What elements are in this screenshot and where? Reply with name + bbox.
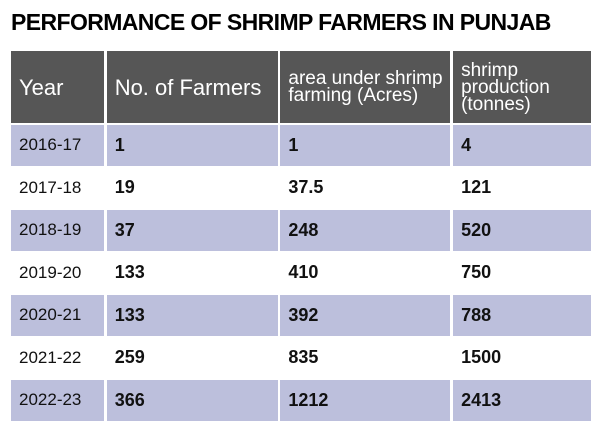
farmers-cell: 37: [106, 210, 278, 251]
year-cell: 2022-23: [11, 380, 104, 421]
year-cell: 2019-20: [19, 262, 82, 282]
farmers-cell: 133: [114, 262, 145, 283]
header-farmers: No. of Farmers: [106, 51, 278, 123]
area-cell: 248: [280, 210, 451, 251]
production-cell: 1500: [461, 347, 502, 368]
year-cell: 2020-21: [11, 295, 104, 336]
shrimp-performance-table: Year No. of Farmers area under shrimp fa…: [11, 51, 592, 423]
table-body: 2016-17 1 1 4 2017-18 19 37.5 121 2018-19 37 248 52…: [11, 125, 592, 421]
production-cell: 4: [453, 125, 592, 166]
year-cell: 2016-17: [11, 125, 104, 166]
year-cell: 2021-22: [19, 347, 82, 367]
farmers-cell: 133: [106, 295, 278, 336]
production-cell: 520: [453, 210, 592, 251]
table-row: 2016-17 1 1 4: [11, 125, 592, 166]
table-row: 2019-20 133 410 750: [11, 253, 591, 294]
table-row: 2017-18 19 37.5 121: [11, 168, 591, 209]
farmers-cell: 259: [114, 347, 145, 368]
header-row: Year No. of Farmers area under shrimp fa…: [11, 51, 592, 123]
production-cell: 750: [461, 262, 492, 283]
table-row: 2018-19 37 248 520: [11, 210, 592, 251]
table-row: 2021-22 259 835 1500: [11, 338, 591, 379]
area-cell: 1: [280, 125, 451, 166]
year-cell: 2017-18: [19, 177, 82, 197]
year-cell: 2018-19: [11, 210, 104, 251]
table-row: 2022-23 366 1212 2413: [11, 380, 592, 421]
area-cell: 410: [288, 262, 319, 283]
header-area: area under shrimp farming (Acres): [280, 51, 451, 123]
table-title: PERFORMANCE OF SHRIMP FARMERS IN PUNJAB: [11, 9, 551, 35]
area-cell: 1212: [280, 380, 451, 421]
farmers-cell: 366: [106, 380, 278, 421]
production-cell: 121: [461, 177, 492, 198]
farmers-cell: 19: [114, 177, 135, 198]
farmers-cell: 1: [106, 125, 278, 166]
header-year: Year: [11, 51, 104, 123]
area-cell: 37.5: [288, 177, 324, 198]
production-cell: 788: [453, 295, 592, 336]
area-cell: 835: [288, 347, 319, 368]
table-row: 2020-21 133 392 788: [11, 295, 592, 336]
area-cell: 392: [280, 295, 451, 336]
production-cell: 2413: [453, 380, 592, 421]
header-production: shrimp production (tonnes): [453, 51, 592, 123]
